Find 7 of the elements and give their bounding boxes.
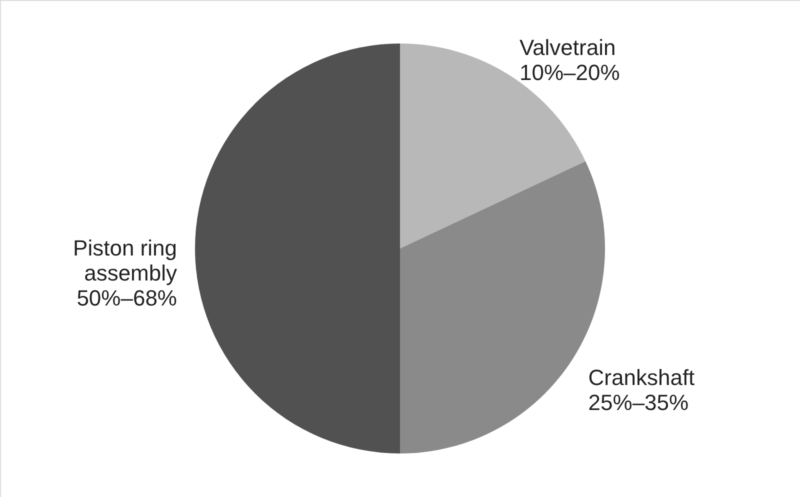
text: 10%–20%: [519, 60, 620, 86]
slice-label: Valvetrain: [519, 35, 616, 60]
slice-label: Crankshaft: [588, 364, 695, 390]
text: 25%–35%: [588, 390, 689, 415]
slice-label: Piston ring assembly: [73, 236, 177, 286]
pie-slice: [195, 44, 400, 454]
text: 50%–68%: [76, 286, 177, 310]
